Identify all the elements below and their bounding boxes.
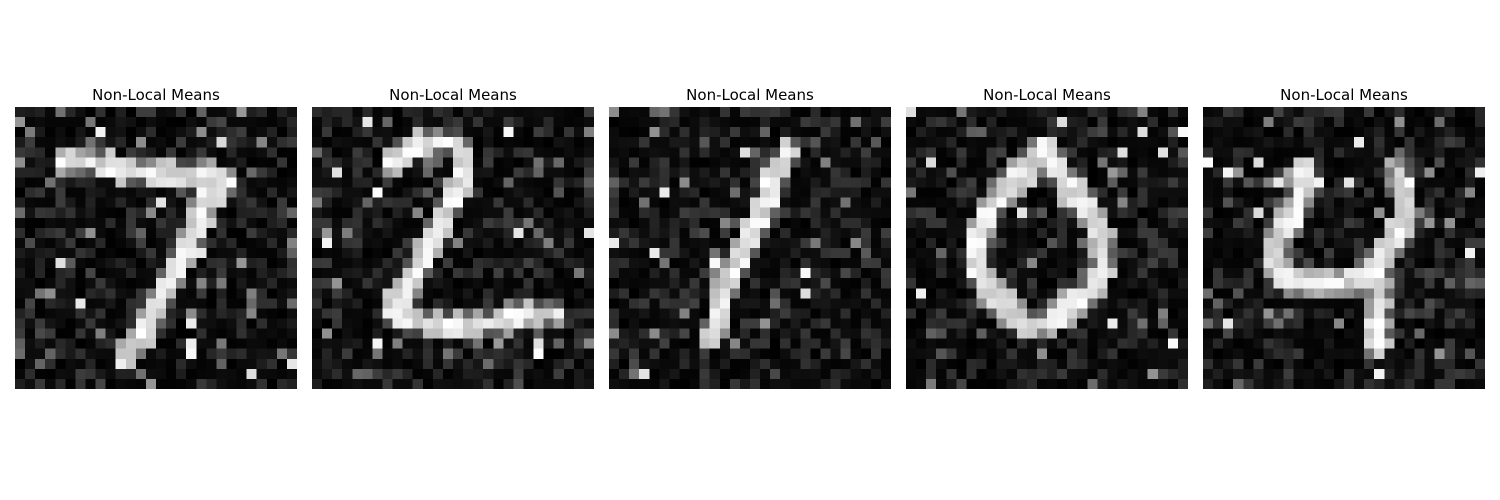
panel-title: Non-Local Means xyxy=(92,86,220,104)
panel-title: Non-Local Means xyxy=(1280,86,1408,104)
denoised-digit-image xyxy=(1203,107,1485,389)
panel-title: Non-Local Means xyxy=(983,86,1111,104)
panel-title: Non-Local Means xyxy=(389,86,517,104)
panel-5: Non-Local Means xyxy=(1203,85,1485,389)
panel-2: Non-Local Means xyxy=(312,85,594,389)
panel-3: Non-Local Means xyxy=(609,85,891,389)
panel-title: Non-Local Means xyxy=(686,86,814,104)
denoised-digit-image xyxy=(312,107,594,389)
panel-1: Non-Local Means xyxy=(15,85,297,389)
denoised-digit-image xyxy=(906,107,1188,389)
denoised-digit-image xyxy=(609,107,891,389)
panel-4: Non-Local Means xyxy=(906,85,1188,389)
denoised-digit-image xyxy=(15,107,297,389)
